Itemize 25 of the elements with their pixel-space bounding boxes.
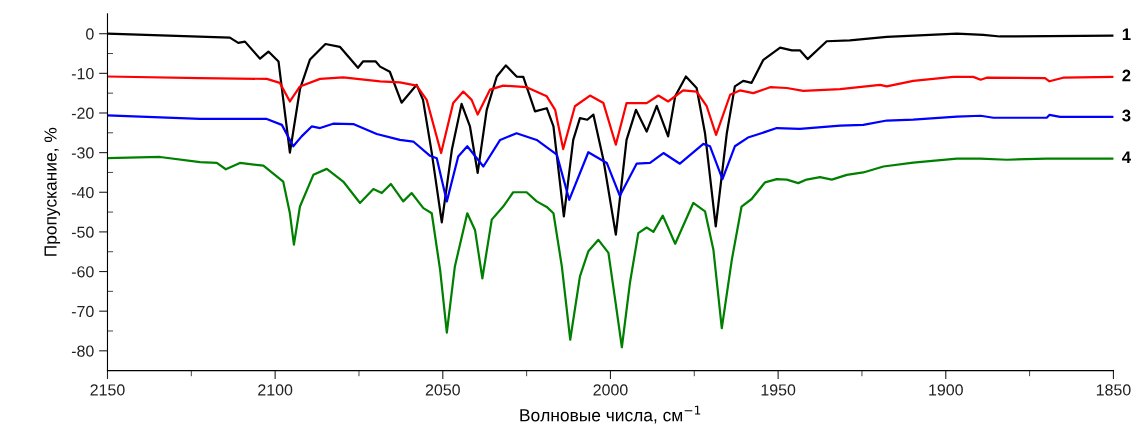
y-tick-label: -20 bbox=[71, 107, 94, 119]
line-series bbox=[107, 75, 1114, 155]
series-label: 1 bbox=[1122, 28, 1131, 40]
y-tick-label: -40 bbox=[71, 186, 94, 199]
x-tick-label: 1950 bbox=[761, 384, 796, 396]
y-tick-label: -30 bbox=[71, 147, 94, 159]
y-axis-title: Пропускание, % bbox=[44, 127, 61, 256]
x-tick-label: 2150 bbox=[90, 384, 125, 396]
series-label: 4 bbox=[1122, 151, 1131, 163]
x-tick-label: 1900 bbox=[929, 384, 963, 396]
x-tick-label: 2050 bbox=[425, 384, 460, 396]
x-tick-label: 2100 bbox=[258, 384, 293, 396]
y-tick-label: 0 bbox=[86, 28, 94, 40]
series-label: 2 bbox=[1122, 69, 1131, 82]
line-series bbox=[107, 113, 1114, 203]
x-tick-label: 1850 bbox=[1096, 384, 1131, 396]
y-tick-label: -80 bbox=[71, 345, 94, 357]
x-axis-title: Волновые числа, см$^{−1}$ bbox=[520, 405, 701, 424]
y-tick-label: -70 bbox=[71, 305, 94, 318]
y-tick-label: -10 bbox=[71, 67, 94, 80]
y-tick-label: -50 bbox=[71, 226, 94, 238]
y-tick-label: -60 bbox=[71, 266, 94, 278]
series-label: 3 bbox=[1122, 109, 1131, 122]
x-tick-label: 2000 bbox=[593, 384, 628, 396]
line-series bbox=[107, 155, 1114, 349]
